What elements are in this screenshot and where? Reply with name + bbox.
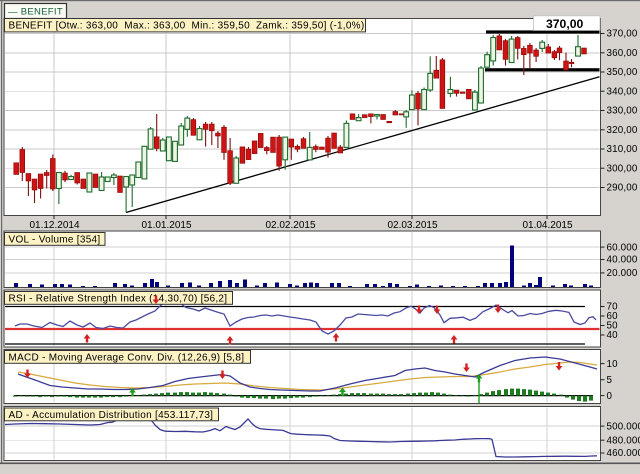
svg-text:BENEFIT [Otw.: 363,00 Max.: 3: BENEFIT [Otw.: 363,00 Max.: 363,00 Min.:… xyxy=(9,21,365,32)
svg-text:370,00: 370,00 xyxy=(546,17,583,31)
svg-text:360,00: 360,00 xyxy=(607,48,638,59)
svg-text:480.000: 480.000 xyxy=(607,435,640,446)
svg-text:0: 0 xyxy=(607,391,613,402)
svg-text:300,00: 300,00 xyxy=(607,163,638,174)
svg-text:02.03.2015: 02.03.2015 xyxy=(387,220,437,231)
svg-text:500.000: 500.000 xyxy=(607,421,640,432)
svg-text:460.000: 460.000 xyxy=(607,448,640,459)
svg-text:VOL - Volume [354]: VOL - Volume [354] xyxy=(9,234,101,245)
svg-text:350,00: 350,00 xyxy=(607,67,638,78)
svg-text:01.01.2015: 01.01.2015 xyxy=(141,220,191,231)
svg-text:01.12.2014: 01.12.2014 xyxy=(29,220,79,231)
svg-text:5: 5 xyxy=(607,375,613,386)
svg-text:330,00: 330,00 xyxy=(607,106,638,117)
svg-text:01.04.2015: 01.04.2015 xyxy=(522,220,572,231)
svg-text:290,00: 290,00 xyxy=(607,183,638,194)
svg-text:40: 40 xyxy=(607,330,619,341)
svg-text:340,00: 340,00 xyxy=(607,87,638,98)
svg-text:310,00: 310,00 xyxy=(607,144,638,155)
svg-text:10: 10 xyxy=(607,359,619,370)
svg-text:40.000: 40.000 xyxy=(607,255,638,266)
svg-text:RSI - Relative Strength Index: RSI - Relative Strength Index (14,30,70)… xyxy=(9,293,228,304)
svg-text:320,00: 320,00 xyxy=(607,125,638,136)
svg-text:AD - Accumulation Distribution: AD - Accumulation Distribution [453.117,… xyxy=(9,410,214,421)
svg-text:370,00: 370,00 xyxy=(607,29,638,40)
svg-text:— BENEFIT: — BENEFIT xyxy=(8,7,63,18)
svg-text:60.000: 60.000 xyxy=(607,242,638,253)
svg-text:20.000: 20.000 xyxy=(607,268,638,279)
svg-text:02.02.2015: 02.02.2015 xyxy=(265,220,315,231)
svg-text:MACD - Moving Average Conv. Di: MACD - Moving Average Conv. Div. (12,26,… xyxy=(9,352,245,363)
